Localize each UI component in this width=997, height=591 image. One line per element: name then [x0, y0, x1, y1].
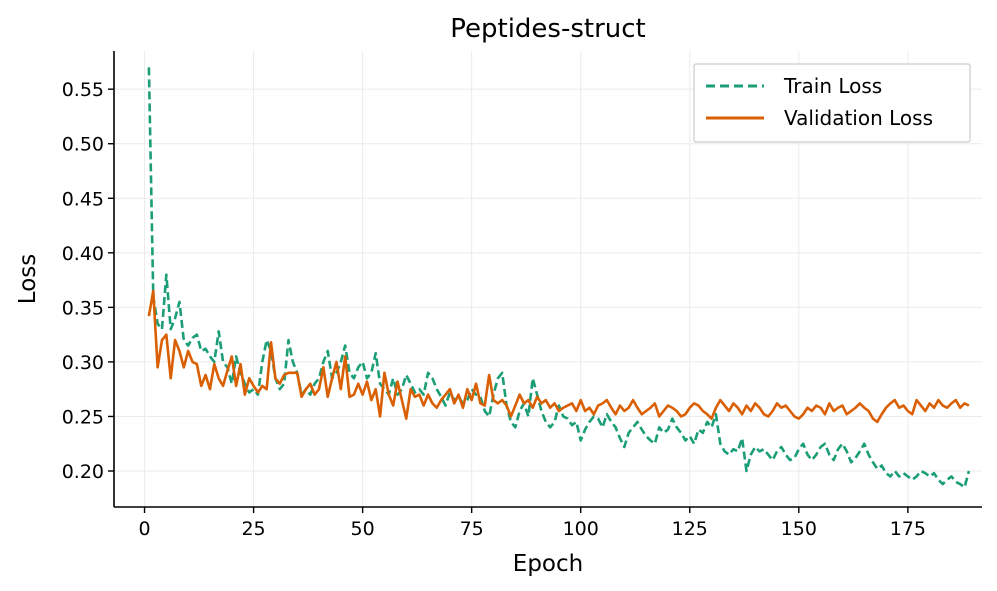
y-tick-label: 0.25: [62, 406, 104, 428]
x-tick-label: 125: [672, 518, 708, 540]
y-tick-label: 0.30: [62, 352, 104, 374]
x-tick-label: 50: [351, 518, 375, 540]
x-tick-label: 25: [241, 518, 265, 540]
x-tick-label: 0: [138, 518, 150, 540]
x-tick-label: 100: [563, 518, 599, 540]
y-axis-title: Loss: [15, 254, 41, 304]
validation-loss-line: [147, 289, 970, 424]
legend: Train Loss Validation Loss: [693, 63, 971, 143]
axis-layer: 0 25 50 75 100 125 150 175 0.20 0.25 0.30 0.35 0.40 0…: [62, 51, 982, 540]
y-tick-label: 0.55: [62, 79, 104, 101]
y-tick-label: 0.50: [62, 134, 104, 156]
x-tick-label: 150: [781, 518, 817, 540]
legend-box: [693, 63, 971, 143]
series-layer: [147, 67, 971, 489]
y-tick-label: 0.45: [62, 188, 104, 210]
x-axis-title: Epoch: [513, 551, 583, 577]
y-tick-label: 0.35: [62, 297, 104, 319]
y-tick-label: 0.20: [62, 461, 104, 483]
chart-title: Peptides-struct: [450, 14, 646, 44]
y-tick-label: 0.40: [62, 243, 104, 265]
x-tick-label: 175: [890, 518, 926, 540]
legend-label-train: Train Loss: [783, 74, 882, 98]
legend-label-validation: Validation Loss: [784, 106, 933, 130]
x-tick-label: 75: [460, 518, 484, 540]
train-loss-line: [147, 67, 971, 489]
